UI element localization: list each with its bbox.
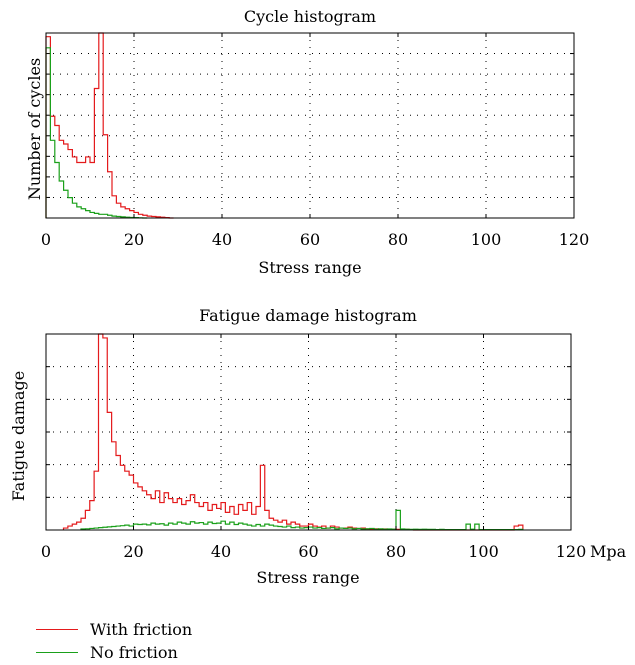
- fatigue-damage-histogram-unit: Mpa: [590, 542, 627, 561]
- damage-xtick-label: 20: [123, 542, 143, 561]
- damage-xtick-label: 80: [386, 542, 406, 561]
- cycle-histogram-title: Cycle histogram: [244, 7, 376, 26]
- fatigue-damage-histogram-title: Fatigue damage histogram: [199, 306, 417, 325]
- damage-series-no-friction: [80, 509, 524, 531]
- fatigue-damage-histogram-xlabel: Stress range: [256, 568, 359, 587]
- cycle-xtick-label: 0: [41, 230, 51, 249]
- cycle-xtick-label: 120: [559, 230, 590, 249]
- damage-xtick-label: 100: [468, 542, 499, 561]
- cycle-xtick-label: 80: [388, 230, 408, 249]
- cycle-plot-frame: [45, 32, 575, 219]
- cycle-xtick-label: 40: [212, 230, 232, 249]
- fatigue-damage-histogram-plot: 0 20 40 60 80 100 120: [41, 333, 587, 561]
- damage-xtick-label: 120: [556, 542, 587, 561]
- cycle-histogram-xlabel: Stress range: [258, 258, 361, 277]
- legend-item-no-friction: No friction: [36, 641, 192, 664]
- cycle-xtick-label: 100: [471, 230, 502, 249]
- cycle-xtick-label: 60: [300, 230, 320, 249]
- cycle-histogram-plot: 0 20 40 60 80 100 120: [41, 32, 590, 249]
- damage-xtick-label: 60: [298, 542, 318, 561]
- legend-swatch-with-friction: [36, 629, 78, 630]
- cycle-histogram: Cycle histogram Number of cycles Stress …: [25, 7, 589, 277]
- cycle-histogram-ylabel: Number of cycles: [25, 58, 44, 200]
- legend-label-with-friction: With friction: [90, 620, 193, 639]
- fatigue-damage-histogram: Fatigue damage histogram Fatigue damage …: [9, 306, 627, 587]
- cycle-series-no-friction: [45, 47, 148, 219]
- legend-item-with-friction: With friction: [36, 618, 192, 641]
- cycle-xtick-label: 20: [124, 230, 144, 249]
- legend-label-no-friction: No friction: [90, 643, 178, 662]
- damage-xtick-label: 40: [211, 542, 231, 561]
- legend: With friction No friction: [36, 618, 192, 664]
- damage-series-with-friction: [62, 333, 524, 531]
- damage-xtick-label: 0: [41, 542, 51, 561]
- cycle-series-with-friction: [45, 32, 174, 219]
- legend-swatch-no-friction: [36, 652, 78, 653]
- fatigue-damage-histogram-ylabel: Fatigue damage: [9, 371, 28, 501]
